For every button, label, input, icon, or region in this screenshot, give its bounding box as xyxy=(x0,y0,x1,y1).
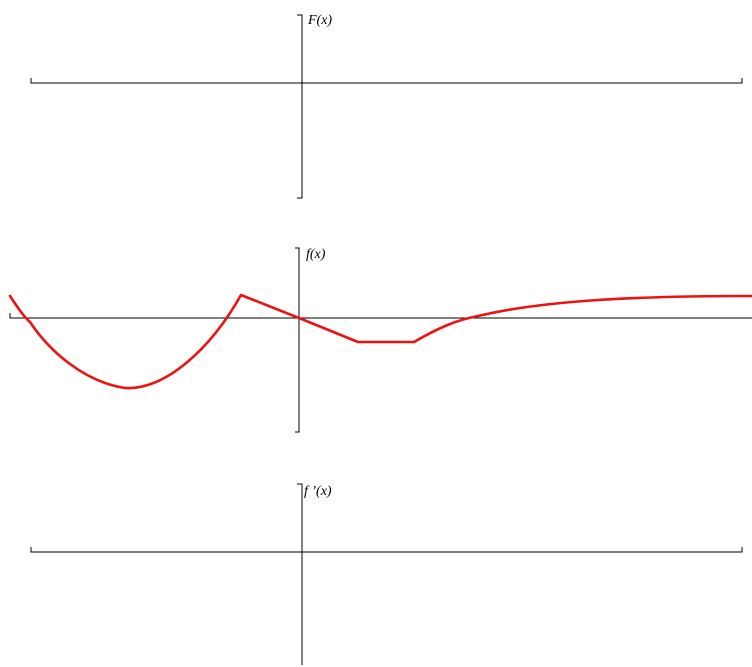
panel-f-of-x: f(x) xyxy=(8,247,752,433)
y-axis xyxy=(297,483,303,665)
x-axis xyxy=(9,313,752,319)
x-axis xyxy=(30,78,743,84)
axis-label: f ’(x) xyxy=(304,484,332,499)
axis-label: F(x) xyxy=(307,13,332,28)
y-axis xyxy=(295,247,300,433)
y-axis xyxy=(297,14,303,199)
axis-label: f(x) xyxy=(306,247,326,262)
panel-F-of-x: F(x) xyxy=(30,13,743,199)
f-curve xyxy=(8,293,752,390)
x-axis xyxy=(30,547,743,553)
panel-f-prime-of-x: f ’(x) xyxy=(30,483,743,665)
